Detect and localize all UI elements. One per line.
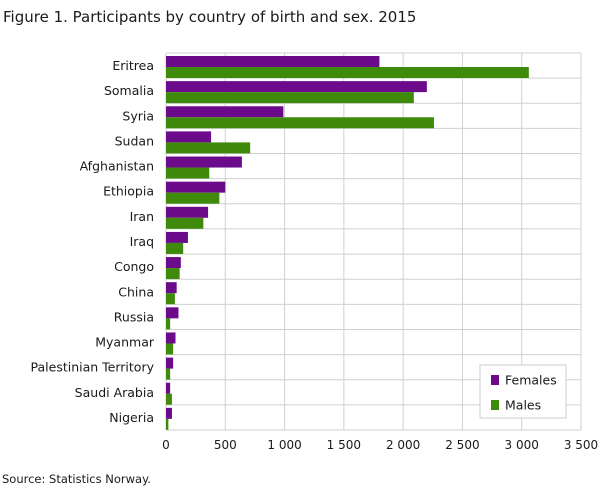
x-tick-labels: 0 500 1 000 1 500 2 000 2 500 3 000 3 500 bbox=[162, 438, 598, 452]
x-tick-label: 3 500 bbox=[564, 438, 598, 452]
bar-females-afghanistan bbox=[166, 156, 242, 168]
legend: Females Males bbox=[479, 364, 567, 419]
x-tick-label: 1 500 bbox=[327, 438, 361, 452]
bar-females-ethiopia bbox=[166, 181, 226, 193]
legend-label-males: Males bbox=[505, 398, 541, 413]
x-tick-label: 0 bbox=[162, 438, 170, 452]
bar-females-saudi-arabia bbox=[166, 382, 171, 394]
bar-males-china bbox=[166, 293, 175, 305]
source-note: Source: Statistics Norway. bbox=[2, 472, 151, 486]
bar-males-myanmar bbox=[166, 343, 174, 355]
legend-swatch-females bbox=[491, 375, 499, 385]
chart-title: Figure 1. Participants by country of bir… bbox=[3, 8, 417, 26]
bar-males-russia bbox=[166, 318, 171, 330]
x-tick-label: 3 000 bbox=[505, 438, 539, 452]
bar-females-palestinian-territory bbox=[166, 357, 174, 369]
bar-females-china bbox=[166, 282, 177, 294]
bar-males-afghanistan bbox=[166, 167, 210, 179]
bar-females-syria bbox=[166, 106, 284, 118]
bar-chart: Eritrea Somalia Syria Sudan Afghanistan Ethio… bbox=[31, 52, 598, 452]
category-label: Saudi Arabia bbox=[75, 385, 154, 400]
bar-females-russia bbox=[166, 307, 179, 319]
bar-males-iraq bbox=[166, 242, 184, 254]
category-label: Nigeria bbox=[109, 410, 154, 425]
category-label: Afghanistan bbox=[80, 159, 154, 174]
bar-females-somalia bbox=[166, 81, 427, 93]
category-label: Syria bbox=[122, 108, 154, 123]
category-label: China bbox=[118, 284, 154, 299]
legend-label-females: Females bbox=[505, 373, 557, 388]
category-label: Congo bbox=[114, 259, 154, 274]
bar-females-congo bbox=[166, 257, 181, 269]
bar-males-ethiopia bbox=[166, 192, 220, 204]
x-tick-label: 500 bbox=[214, 438, 237, 452]
bar-males-eritrea bbox=[166, 67, 529, 78]
bar-females-nigeria bbox=[166, 407, 172, 419]
category-label: Eritrea bbox=[112, 58, 154, 73]
category-label: Somalia bbox=[104, 83, 154, 98]
bar-males-palestinian-territory bbox=[166, 368, 171, 380]
bar-females-iraq bbox=[166, 231, 188, 243]
category-label: Myanmar bbox=[95, 335, 155, 350]
category-label: Sudan bbox=[115, 133, 154, 148]
category-label: Palestinian Territory bbox=[31, 360, 155, 375]
category-label: Iraq bbox=[130, 234, 154, 249]
bar-males-iran bbox=[166, 217, 204, 229]
bar-males-nigeria bbox=[166, 418, 169, 430]
bar-males-somalia bbox=[166, 92, 414, 104]
bar-females-sudan bbox=[166, 131, 212, 143]
bar-males-congo bbox=[166, 268, 180, 280]
bar-females-iran bbox=[166, 206, 209, 218]
category-label: Russia bbox=[114, 309, 154, 324]
x-tick-label: 2 500 bbox=[445, 438, 479, 452]
bar-males-sudan bbox=[166, 142, 251, 154]
bar-females-myanmar bbox=[166, 332, 176, 344]
bar-females-eritrea bbox=[166, 56, 380, 67]
category-label: Ethiopia bbox=[103, 184, 154, 199]
bar-males-syria bbox=[166, 117, 434, 129]
bars bbox=[166, 56, 529, 430]
category-label: Iran bbox=[130, 209, 154, 224]
category-labels: Eritrea Somalia Syria Sudan Afghanistan Ethio… bbox=[31, 58, 155, 425]
bar-males-saudi-arabia bbox=[166, 393, 172, 405]
x-tick-label: 1 000 bbox=[267, 438, 301, 452]
legend-swatch-males bbox=[491, 400, 499, 410]
x-tick-label: 2 000 bbox=[386, 438, 420, 452]
